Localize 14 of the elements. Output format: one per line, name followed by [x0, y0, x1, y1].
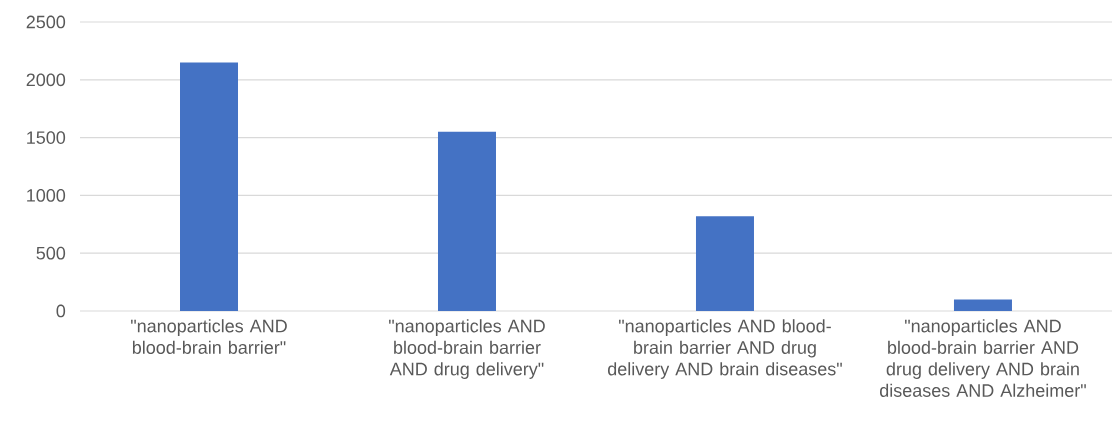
y-tick-label: 1500 [27, 131, 66, 144]
bar [695, 216, 754, 311]
y-tick-label: 0 [56, 304, 66, 318]
x-tick-label: "nanoparticles AND blood-brain barrier AND drug delivery" [389, 319, 545, 379]
y-tick-label: 2500 [26, 15, 66, 29]
bar [180, 62, 239, 311]
bar [953, 299, 1012, 311]
x-tick-label: "nanoparticles AND blood-brain barrier" [131, 319, 287, 354]
y-tick-label: 1000 [27, 189, 66, 202]
y-tick-label: 2000 [26, 73, 66, 87]
x-tick-label: "nanoparticles AND blood-brain barrier AND drug delivery AND brain diseases AND Alzheimer" [879, 319, 1086, 397]
y-tick-label: 500 [36, 246, 66, 260]
x-tick-label: "nanoparticles AND blood-brain barrier AND drug delivery AND brain diseases" [607, 319, 842, 379]
bar [437, 131, 496, 311]
